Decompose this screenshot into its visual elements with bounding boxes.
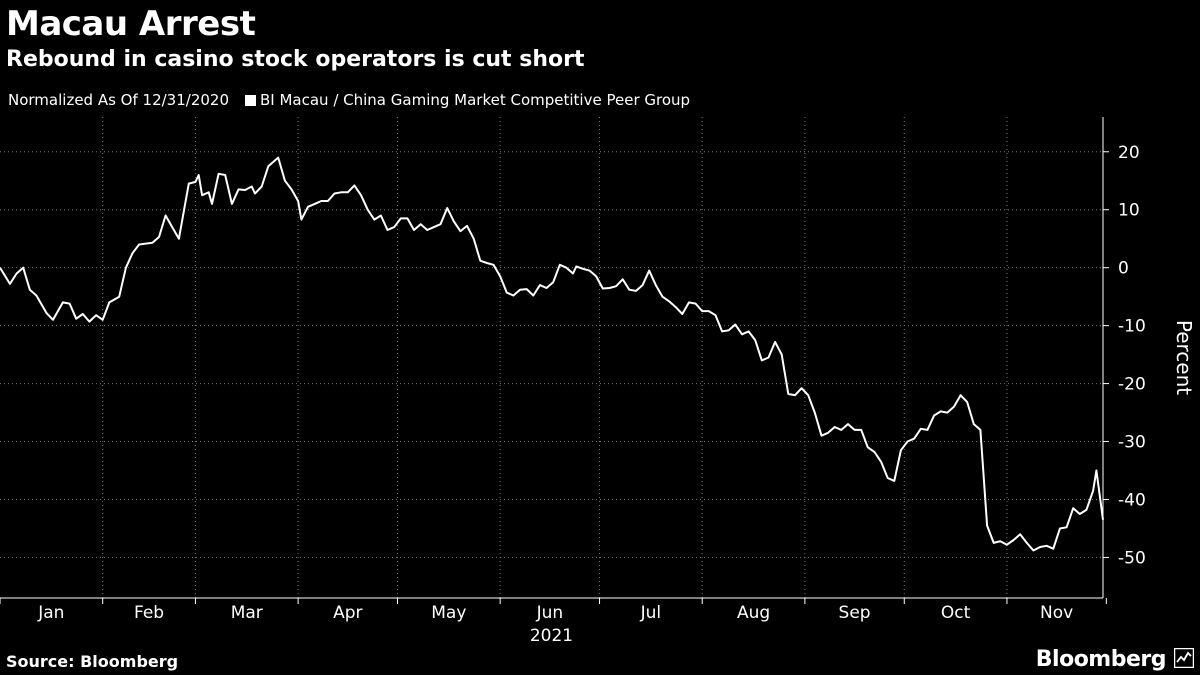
x-tick-label: Oct: [941, 603, 971, 623]
chart-title: Macau Arrest: [6, 4, 256, 44]
y-tick-label: 20: [1118, 143, 1140, 163]
y-tick-label: -30: [1118, 433, 1146, 453]
y-tick-label: -50: [1118, 548, 1146, 568]
legend-label: BI Macau / China Gaming Market Competiti…: [260, 91, 691, 109]
legend: Normalized As Of 12/31/2020 BI Macau / Ch…: [8, 89, 690, 111]
x-tick-label: Nov: [1040, 603, 1073, 623]
x-tick-label: May: [431, 603, 466, 623]
normalization-note: Normalized As Of 12/31/2020: [8, 91, 229, 109]
x-year-label: 2021: [530, 626, 573, 646]
y-tick-label: -40: [1118, 490, 1146, 510]
x-tick-label: Mar: [231, 603, 263, 623]
source-note: Source: Bloomberg: [6, 652, 179, 671]
y-tick-label: -10: [1118, 317, 1146, 337]
x-tick-label: Aug: [737, 603, 770, 623]
y-tick-label: 10: [1118, 201, 1140, 221]
x-tick-label: Apr: [333, 603, 362, 623]
bloomberg-chart-icon: [1174, 648, 1194, 668]
x-tick-label: Jun: [536, 603, 564, 623]
y-tick-label: 0: [1118, 259, 1129, 279]
x-tick-label: Jul: [640, 603, 662, 623]
y-axis-title: Percent: [1172, 320, 1196, 395]
chart-subtitle: Rebound in casino stock operators is cut…: [6, 47, 585, 72]
y-tick-label: -20: [1118, 375, 1146, 395]
brand-logo: Bloomberg: [1035, 647, 1167, 672]
series-line: [0, 156, 1104, 552]
legend-swatch: [245, 95, 256, 106]
x-tick-label: Feb: [134, 603, 164, 623]
x-tick-label: Jan: [37, 603, 64, 623]
x-tick-label: Sep: [839, 603, 871, 623]
